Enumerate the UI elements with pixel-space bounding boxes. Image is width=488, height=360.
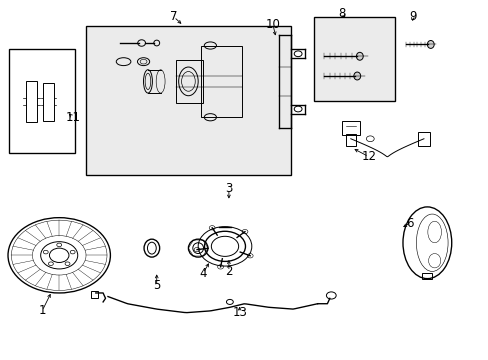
Bar bbox=[345, 134, 355, 146]
Text: 7: 7 bbox=[170, 10, 177, 23]
Text: 8: 8 bbox=[338, 7, 345, 20]
Text: 4: 4 bbox=[199, 267, 206, 280]
Bar bbox=[422, 273, 431, 279]
Text: 12: 12 bbox=[361, 150, 376, 163]
Text: 2: 2 bbox=[224, 265, 232, 278]
Bar bbox=[341, 121, 359, 135]
Bar bbox=[417, 132, 429, 146]
Ellipse shape bbox=[427, 221, 441, 243]
Text: 6: 6 bbox=[406, 216, 413, 230]
Bar bbox=[91, 291, 98, 298]
Ellipse shape bbox=[353, 72, 360, 80]
Bar bbox=[314, 17, 394, 101]
Text: 5: 5 bbox=[153, 279, 160, 292]
Bar bbox=[25, 81, 37, 122]
Text: 10: 10 bbox=[265, 18, 280, 31]
Text: 9: 9 bbox=[408, 10, 416, 23]
Text: 13: 13 bbox=[232, 306, 246, 319]
Ellipse shape bbox=[356, 52, 363, 60]
Ellipse shape bbox=[427, 41, 433, 48]
Text: 1: 1 bbox=[39, 305, 46, 318]
Bar bbox=[43, 83, 54, 121]
Ellipse shape bbox=[427, 253, 440, 268]
Bar bbox=[9, 49, 75, 153]
Bar bbox=[200, 45, 242, 117]
Text: 11: 11 bbox=[65, 111, 80, 124]
Bar bbox=[176, 60, 203, 103]
Text: 3: 3 bbox=[225, 183, 232, 195]
Bar bbox=[86, 26, 290, 175]
